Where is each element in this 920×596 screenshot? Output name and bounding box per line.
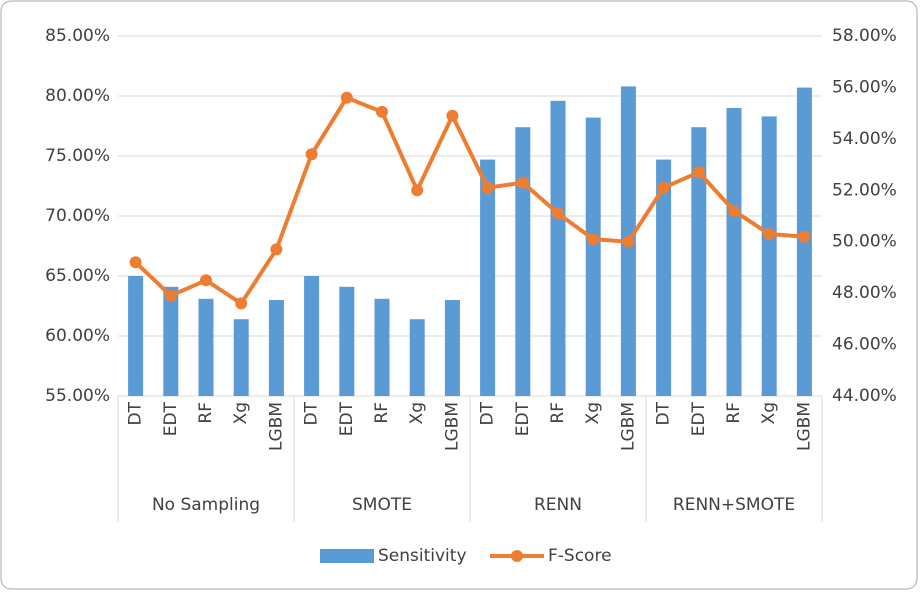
legend-label: F-Score <box>548 546 612 566</box>
group-label: RENN+SMOTE <box>673 495 795 515</box>
bar <box>198 298 214 396</box>
x-tick-label: Xg <box>231 402 251 424</box>
y2-tick-label: 50.00% <box>832 232 897 252</box>
point <box>587 233 600 246</box>
bar <box>268 300 284 396</box>
x-tick-label: EDT <box>337 401 357 436</box>
point <box>446 109 459 122</box>
point <box>552 207 564 220</box>
bar <box>761 116 777 397</box>
x-tick-label: DT <box>478 401 498 425</box>
x-tick-label: EDT <box>689 401 709 436</box>
x-tick-label: DT <box>126 401 146 425</box>
x-tick-label: LGBM <box>794 402 814 451</box>
x-tick-label: RF <box>548 402 568 424</box>
point <box>763 228 776 240</box>
x-tick-label: Xg <box>759 402 779 424</box>
x-tick-label: DT <box>302 401 322 425</box>
y-tick-label: 55.00% <box>45 386 110 406</box>
bar <box>480 159 496 396</box>
y-tick-label: 60.00% <box>45 326 110 346</box>
point <box>340 91 353 104</box>
point <box>481 181 494 194</box>
y-tick-label: 70.00% <box>45 206 110 226</box>
y2-tick-label: 52.00% <box>832 180 897 200</box>
point <box>657 181 670 194</box>
x-tick-label: LGBM <box>618 402 638 451</box>
x-tick-label: EDT <box>513 401 533 436</box>
bar <box>515 127 531 396</box>
point <box>235 297 248 310</box>
point <box>129 256 142 269</box>
y-tick-label: 65.00% <box>45 266 110 286</box>
x-tick-label: LGBM <box>442 402 462 451</box>
bar <box>233 319 249 396</box>
bar <box>304 276 320 396</box>
bar <box>339 286 355 396</box>
y2-tick-label: 44.00% <box>832 386 897 406</box>
bar <box>585 117 601 396</box>
legend-swatch <box>511 550 523 562</box>
point <box>728 204 740 217</box>
point <box>164 289 177 302</box>
point <box>200 274 212 287</box>
y2-tick-label: 58.00% <box>832 26 897 46</box>
x-tick-label: RF <box>724 402 744 424</box>
bar <box>128 276 144 396</box>
y2-tick-label: 46.00% <box>832 335 897 355</box>
group-label: SMOTE <box>352 495 412 515</box>
bar <box>374 298 390 396</box>
group-label: No Sampling <box>152 495 260 515</box>
bar <box>163 286 179 396</box>
point <box>270 243 283 256</box>
x-tick-label: RF <box>196 402 216 424</box>
point <box>622 235 635 248</box>
y-tick-label: 85.00% <box>45 26 110 46</box>
x-tick-label: Xg <box>583 402 603 424</box>
y2-tick-label: 54.00% <box>832 129 897 149</box>
y2-tick-label: 48.00% <box>832 283 897 303</box>
y2-tick-label: 56.00% <box>832 77 897 97</box>
x-tick-label: EDT <box>161 401 181 436</box>
x-tick-label: LGBM <box>266 402 286 451</box>
bar <box>409 319 425 396</box>
group-label: RENN <box>534 495 582 515</box>
point <box>411 184 424 197</box>
bar <box>550 100 566 397</box>
x-tick-label: RF <box>372 402 392 424</box>
point <box>798 230 811 243</box>
x-tick-label: Xg <box>407 402 427 424</box>
point <box>692 166 705 179</box>
y-tick-label: 80.00% <box>45 86 110 106</box>
point <box>376 105 388 118</box>
point <box>305 148 318 161</box>
bar <box>656 159 672 396</box>
bar <box>691 127 707 396</box>
legend-label: Sensitivity <box>378 546 467 566</box>
line <box>134 95 805 306</box>
bar <box>726 108 742 396</box>
point <box>516 176 529 189</box>
bar <box>444 300 460 396</box>
x-tick-label: DT <box>654 401 674 425</box>
y-tick-label: 75.00% <box>45 146 110 166</box>
legend-swatch <box>320 549 374 563</box>
